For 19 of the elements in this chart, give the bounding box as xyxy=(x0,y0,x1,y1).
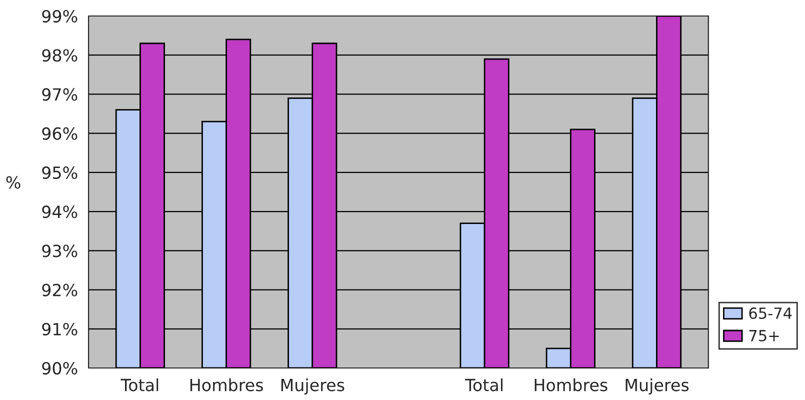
y-tick-label: 91% xyxy=(42,322,78,336)
y-tick-label: 90% xyxy=(42,362,78,375)
x-tick-label: Mujeres xyxy=(281,378,344,395)
x-tick-label: Total xyxy=(120,378,158,392)
y-tick-label: 98% xyxy=(42,49,78,62)
x-tick-label: Mujeres xyxy=(626,378,689,395)
y-tick-label: 99% xyxy=(42,10,78,23)
y-tick-label: 92% xyxy=(42,284,78,296)
y-tick-label: 97% xyxy=(42,88,78,101)
y-tick-label: 94% xyxy=(42,206,78,218)
y-axis-title: % xyxy=(6,176,20,189)
y-tick-label: 96% xyxy=(42,127,78,140)
y-tick-label: 95% xyxy=(42,166,78,180)
y-tick-label: 93% xyxy=(42,244,78,258)
legend-label: 65-74 xyxy=(749,307,792,319)
x-tick-label: Hombres xyxy=(190,378,263,392)
x-tick-label: Hombres xyxy=(534,378,608,392)
legend-label: 75+ xyxy=(749,330,779,342)
x-tick-label: Total xyxy=(465,378,502,392)
